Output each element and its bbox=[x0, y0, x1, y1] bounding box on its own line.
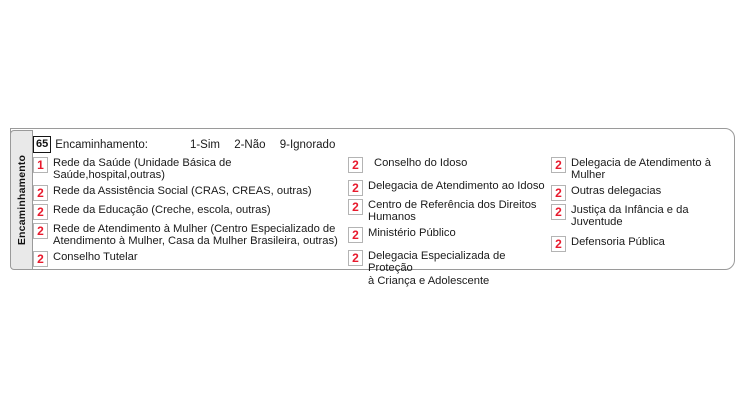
answer-label-line1: Defensoria Pública bbox=[571, 235, 665, 248]
form-section-panel bbox=[10, 128, 735, 270]
answer-label-line1: Delegacia Especializada de Proteção bbox=[368, 249, 506, 275]
answer-row[interactable]: 2 Defensoria Pública bbox=[551, 235, 731, 252]
answer-row[interactable]: 2 Delegacia Especializada de Proteção à … bbox=[348, 249, 548, 287]
answer-code-box[interactable]: 1 bbox=[33, 157, 48, 173]
answer-label-line1: Outras delegacias bbox=[571, 184, 662, 197]
answer-code-box[interactable]: 2 bbox=[348, 157, 363, 173]
answer-code-box[interactable]: 2 bbox=[348, 180, 363, 196]
answer-label-line1: Delegacia de Atendimento à bbox=[571, 157, 711, 169]
answer-label: Rede de Atendimento à Mulher (Centro Esp… bbox=[53, 222, 338, 248]
answer-label: Delegacia Especializada de Proteção à Cr… bbox=[368, 249, 548, 287]
answer-row[interactable]: 2 Rede da Assistência Social (CRAS, CREA… bbox=[33, 184, 341, 201]
answer-label-line2: Atendimento à Mulher, Casa da Mulher Bra… bbox=[53, 235, 338, 248]
answer-column-left: 1 Rede da Saúde (Unidade Básica de Saúde… bbox=[33, 156, 341, 269]
answer-row[interactable]: 2 Conselho do Idoso bbox=[348, 156, 548, 173]
answer-label-line2: Mulher bbox=[571, 169, 606, 182]
legend-item-ignorado: 9-Ignorado bbox=[279, 138, 336, 151]
answer-label-line1: Ministério Público bbox=[368, 226, 456, 239]
answer-label-line1: Delegacia de Atendimento ao Idoso bbox=[368, 180, 545, 192]
answer-label-line1: Rede da Educação (Creche, escola, outras… bbox=[53, 203, 271, 216]
answer-row[interactable]: 2 Justiça da Infância e da Juventude bbox=[551, 203, 731, 229]
answer-label: Delegacia de Atendimento ao Idoso bbox=[368, 179, 545, 192]
answer-row[interactable]: 2 Outras delegacias bbox=[551, 184, 731, 201]
answer-label: Conselho Tutelar bbox=[53, 250, 138, 263]
answer-row[interactable]: 2 Rede de Atendimento à Mulher (Centro E… bbox=[33, 222, 341, 248]
answer-code-box[interactable]: 2 bbox=[551, 184, 566, 201]
answer-label: Justiça da Infância e da Juventude bbox=[571, 203, 689, 229]
answer-label-line1: Conselho do Idoso bbox=[374, 157, 468, 169]
answer-code-box[interactable]: 2 bbox=[348, 199, 363, 215]
answer-row[interactable]: 2 Centro de Referência dos Direitos Huma… bbox=[348, 198, 548, 224]
answer-label: Centro de Referência dos Direitos Humano… bbox=[368, 198, 537, 224]
answer-code-box[interactable]: 2 bbox=[348, 226, 363, 243]
answer-code-box[interactable]: 2 bbox=[33, 250, 48, 267]
answer-label: Delegacia de Atendimento à Mulher bbox=[571, 156, 711, 182]
section-tab-label: Encaminhamento bbox=[15, 154, 28, 246]
question-header-row: 65 Encaminhamento: 1-Sim 2-Não 9-Ignorad… bbox=[33, 136, 335, 153]
legend-item-nao: 2-Não bbox=[234, 138, 266, 151]
answer-label-line2: à Criança e Adolescente bbox=[368, 274, 490, 287]
question-label: Encaminhamento: bbox=[55, 138, 148, 151]
answer-row[interactable]: 2 Ministério Público bbox=[348, 226, 548, 243]
answer-column-right: 2 Delegacia de Atendimento à Mulher 2 Ou… bbox=[551, 156, 731, 254]
answer-label: Outras delegacias bbox=[571, 184, 661, 197]
answer-label: Rede da Saúde (Unidade Básica de Saúde,h… bbox=[53, 156, 341, 182]
section-tab-encaminhamento[interactable]: Encaminhamento bbox=[10, 130, 33, 270]
answer-code-box[interactable]: 2 bbox=[551, 157, 566, 173]
answer-label-line1: Centro de Referência dos Direitos bbox=[368, 199, 537, 211]
answer-label-line1: Rede da Assistência Social (CRAS, CREAS,… bbox=[53, 184, 312, 197]
answer-code-box[interactable]: 2 bbox=[551, 235, 566, 252]
answer-row[interactable]: 1 Rede da Saúde (Unidade Básica de Saúde… bbox=[33, 156, 341, 182]
answer-code-box[interactable]: 2 bbox=[33, 222, 48, 239]
answer-code-box[interactable]: 2 bbox=[33, 184, 48, 201]
answer-label-line1: Rede da Saúde (Unidade Básica de Saúde,h… bbox=[53, 157, 232, 182]
answer-label: Rede da Educação (Creche, escola, outras… bbox=[53, 203, 271, 216]
form-panel-body: 65 Encaminhamento: 1-Sim 2-Não 9-Ignorad… bbox=[33, 128, 735, 287]
answer-row[interactable]: 2 Rede da Educação (Creche, escola, outr… bbox=[33, 203, 341, 220]
answer-label-line1: Conselho Tutelar bbox=[53, 250, 138, 263]
answer-code-box[interactable]: 2 bbox=[348, 249, 363, 266]
answer-column-middle: 2 Conselho do Idoso 2 Delegacia de Atend… bbox=[348, 156, 548, 289]
answer-row[interactable]: 2 Conselho Tutelar bbox=[33, 250, 341, 267]
answer-code-box[interactable]: 2 bbox=[33, 203, 48, 220]
answer-label-line1: Rede de Atendimento à Mulher (Centro Esp… bbox=[53, 222, 336, 235]
answer-code-box[interactable]: 2 bbox=[551, 203, 566, 220]
answer-row[interactable]: 2 Delegacia de Atendimento à Mulher bbox=[551, 156, 731, 182]
answer-label-line1: Justiça da Infância e da bbox=[571, 203, 689, 216]
answer-row[interactable]: 2 Delegacia de Atendimento ao Idoso bbox=[348, 179, 548, 196]
answer-label: Ministério Público bbox=[368, 226, 456, 239]
answer-label: Rede da Assistência Social (CRAS, CREAS,… bbox=[53, 184, 312, 197]
legend-item-sim: 1-Sim bbox=[189, 138, 220, 151]
answer-label: Defensoria Pública bbox=[571, 235, 665, 248]
question-number-box: 65 bbox=[33, 136, 52, 153]
answer-code-legend: 1-Sim 2-Não 9-Ignorado bbox=[190, 139, 335, 151]
answer-label-line2: Humanos bbox=[368, 211, 416, 224]
answer-label-line2: Juventude bbox=[571, 216, 623, 229]
answer-label: Conselho do Idoso bbox=[374, 156, 467, 169]
